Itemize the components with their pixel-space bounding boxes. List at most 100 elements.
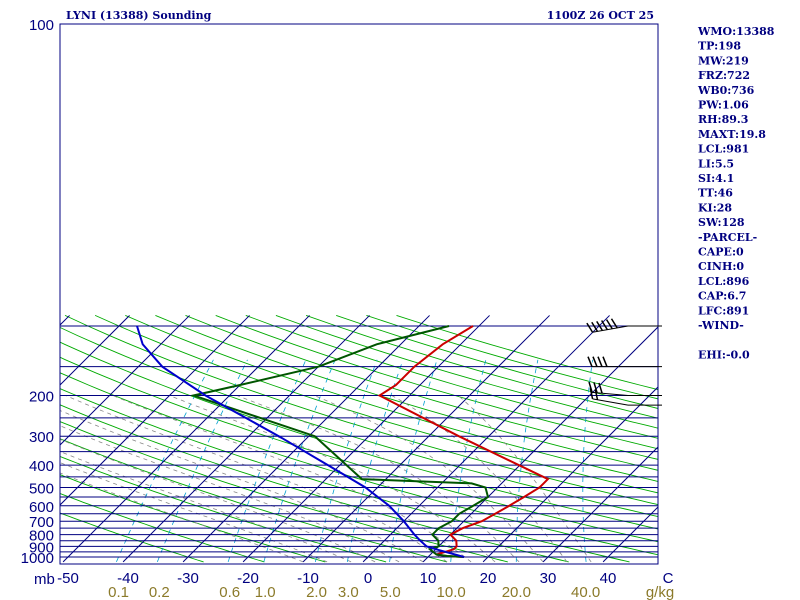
temperature-tick-label: 0 (364, 570, 372, 587)
wind-barb-feather (593, 382, 598, 394)
wind-barb-feather (601, 320, 608, 331)
moist-adiabat (391, 395, 568, 563)
moist-adiabat (314, 395, 544, 563)
stat-line: WB0:736 (697, 84, 755, 97)
mixing-ratio-label: 0.6 (219, 584, 240, 600)
pressure-tick-label: 500 (29, 480, 54, 497)
mixing-ratio-label: 0.1 (108, 584, 129, 600)
wind-barb-feather (594, 389, 599, 400)
wind-barb-staff (592, 391, 629, 397)
mixing-ratio-label: g/kg (646, 584, 674, 600)
pressure-tick-label: 800 (29, 528, 54, 545)
moist-adiabat (60, 472, 304, 563)
stat-line: LFC:891 (698, 304, 749, 317)
wind-barb (587, 356, 662, 368)
temperature-tick-label: -10 (297, 570, 319, 587)
pressure-tick-label: 300 (29, 429, 54, 446)
stat-line: TT:46 (698, 187, 733, 200)
moist-adiabat (169, 395, 496, 563)
moist-adiabat (60, 410, 424, 563)
pressure-tick-label: 100 (29, 17, 54, 34)
wind-barb-feather (589, 388, 594, 400)
stat-line: EHI:-0.0 (698, 348, 750, 361)
stat-line: PW:1.06 (698, 99, 749, 112)
temperature-tick-label: -20 (237, 570, 259, 587)
temperature-profile (377, 325, 550, 558)
wind-barb-feather (591, 321, 599, 332)
moist-adiabat (457, 395, 592, 563)
temperature-tick-label: -30 (177, 570, 199, 587)
temperature-tick-labels: -50 -40 -30 -20 -10 0 10 20 30 40 C (57, 570, 673, 587)
stat-line: KI:28 (698, 201, 732, 214)
wind-barb (586, 318, 662, 333)
wind-barb-staff (592, 325, 629, 333)
wind-barb-feather (586, 322, 594, 333)
mixing-ratio-label: 20.0 (502, 584, 531, 600)
dry-adiabat (60, 512, 204, 563)
plot-frame (59, 23, 659, 565)
mixing-ratio-labels: 0.1 0.2 0.6 1.0 2.0 3.0 5.0 10.0 20.0 40.0 g/kg (108, 584, 674, 600)
wind-barb-feather (605, 319, 613, 330)
mixing-ratio-line (227, 359, 307, 563)
stat-line: LCL:981 (698, 143, 749, 156)
mixing-ratio-label: 10.0 (437, 584, 466, 600)
stat-line: WMO:13388 (697, 25, 775, 38)
mixing-ratio-label: 5.0 (380, 584, 401, 600)
temperature-tick-label: C (663, 570, 674, 587)
pressure-tick-label: 400 (29, 458, 54, 475)
isotherm (60, 315, 250, 506)
pressure-unit-label: mb (34, 571, 55, 588)
stat-line: SI:4.1 (698, 172, 734, 185)
stat-line: LI:5.5 (698, 157, 734, 170)
isotherm (60, 315, 130, 386)
wind-barb (588, 381, 662, 397)
pressure-tick-label: 600 (29, 499, 54, 516)
isobar-lines (60, 325, 658, 558)
temperature-tick-label: 40 (600, 570, 617, 587)
stat-line: CAPE:0 (698, 246, 744, 259)
stat-line: MAXT:19.8 (698, 128, 766, 141)
pressure-tick-label: 900 (29, 539, 54, 556)
mixing-ratio-label: 40.0 (571, 584, 600, 600)
mixing-ratio-line (389, 359, 438, 562)
stat-line: CINH:0 (698, 260, 744, 273)
moist-adiabat (60, 438, 376, 563)
mixing-ratio-label: 0.2 (149, 584, 170, 600)
stat-line: LCL:896 (698, 275, 750, 288)
mixing-ratio-line (315, 359, 378, 562)
temperature-tick-label: -40 (117, 570, 139, 587)
sounding-timestamp: 1100Z 26 OCT 25 (547, 9, 654, 22)
stat-line: CAP:6.7 (698, 290, 746, 303)
dry-adiabat (60, 421, 508, 563)
wind-barb (589, 388, 662, 406)
wind-barb-feather (587, 356, 593, 367)
stat-line: MW:219 (698, 54, 749, 67)
sounding-title: LYNI (13388) Sounding (66, 9, 212, 22)
moist-adiabat (60, 451, 352, 563)
mixing-ratio-line (116, 359, 214, 563)
pressure-tick-label: 700 (29, 514, 54, 531)
stat-line: -WIND- (698, 319, 744, 332)
wind-barb-feather (610, 318, 618, 329)
temperature-tick-label: -50 (57, 570, 79, 587)
isotherm (60, 315, 190, 446)
wind-barb-feather (597, 356, 603, 367)
temperature-tick-label: 20 (480, 570, 497, 587)
wind-barb-feather (588, 381, 593, 393)
dry-adiabat (60, 493, 265, 563)
sounding-profiles (136, 325, 550, 558)
stat-line: TP:198 (698, 40, 741, 53)
mixing-ratio-label: 2.0 (306, 584, 327, 600)
parcel-profile (136, 325, 465, 558)
dry-adiabat (60, 455, 387, 563)
stat-line: FRZ:722 (698, 69, 750, 82)
pressure-tick-label: 1000 (21, 550, 54, 567)
dry-adiabat (60, 474, 326, 563)
wind-barb-feather (596, 320, 604, 331)
wind-barb-feather (602, 356, 608, 367)
pressure-tick-label: 200 (29, 389, 54, 406)
